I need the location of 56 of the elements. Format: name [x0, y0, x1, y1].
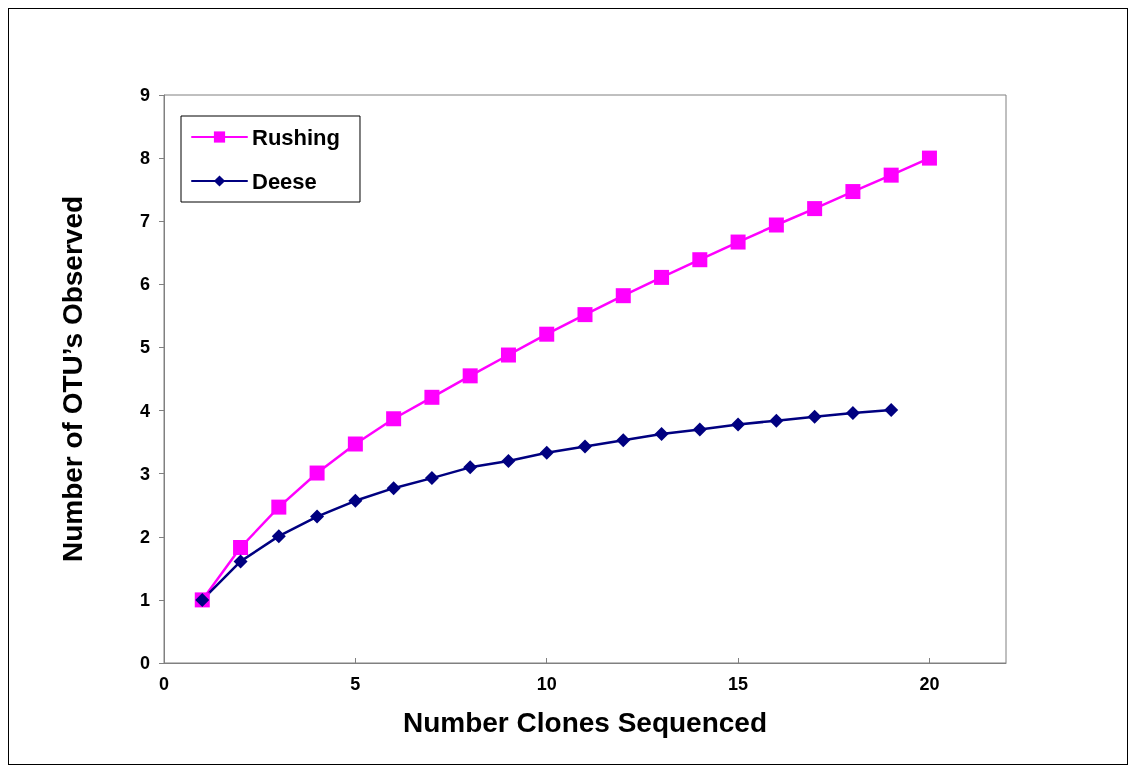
point [424, 389, 440, 405]
y-tick-label: 6 [139, 274, 150, 295]
point [730, 234, 746, 250]
point [654, 269, 670, 285]
x-tick-label: 10 [536, 674, 557, 694]
point [921, 150, 937, 166]
x-tick-label: 20 [919, 674, 940, 694]
point [883, 167, 899, 183]
point [578, 439, 592, 454]
point [845, 406, 860, 421]
point [424, 471, 439, 486]
point [310, 509, 325, 524]
x-axis-title: Number Clones Sequenced [402, 706, 768, 738]
point [807, 201, 823, 217]
y-tick-label: 1 [139, 589, 150, 610]
point [616, 433, 631, 448]
y-tick-label: 7 [139, 211, 150, 232]
point [768, 217, 784, 233]
legend-label: Deese [252, 168, 317, 194]
y-tick-label: 3 [139, 463, 150, 484]
x-tick-label: 15 [728, 674, 749, 694]
point [347, 436, 363, 452]
point [233, 540, 249, 556]
point [731, 417, 746, 432]
x-tick-label: 0 [158, 674, 170, 694]
point [654, 426, 669, 441]
point [692, 422, 707, 437]
y-tick-label: 9 [139, 85, 150, 105]
x-tick-label: 5 [350, 674, 361, 694]
y-axis-title: Number of OTU’s Observed [56, 195, 88, 563]
y-tick-label: 4 [139, 400, 150, 421]
y-tick-label: 8 [139, 148, 150, 169]
point [309, 465, 325, 481]
point [539, 445, 554, 460]
point [463, 460, 478, 475]
point [233, 554, 248, 569]
point [271, 499, 287, 515]
y-tick-label: 5 [139, 337, 150, 358]
point [807, 409, 822, 424]
point [615, 288, 631, 304]
point [501, 454, 516, 469]
point [577, 307, 593, 323]
y-tick-label: 0 [139, 653, 150, 673]
point [386, 411, 402, 427]
point [462, 368, 478, 384]
point [692, 252, 708, 268]
legend-label: Rushing [252, 124, 340, 150]
point [845, 184, 861, 200]
point [386, 481, 401, 496]
point [271, 529, 286, 544]
point [348, 493, 363, 508]
y-tick-label: 2 [139, 526, 150, 547]
point [539, 326, 555, 342]
point [884, 402, 899, 417]
point [769, 413, 784, 428]
point [500, 347, 516, 363]
